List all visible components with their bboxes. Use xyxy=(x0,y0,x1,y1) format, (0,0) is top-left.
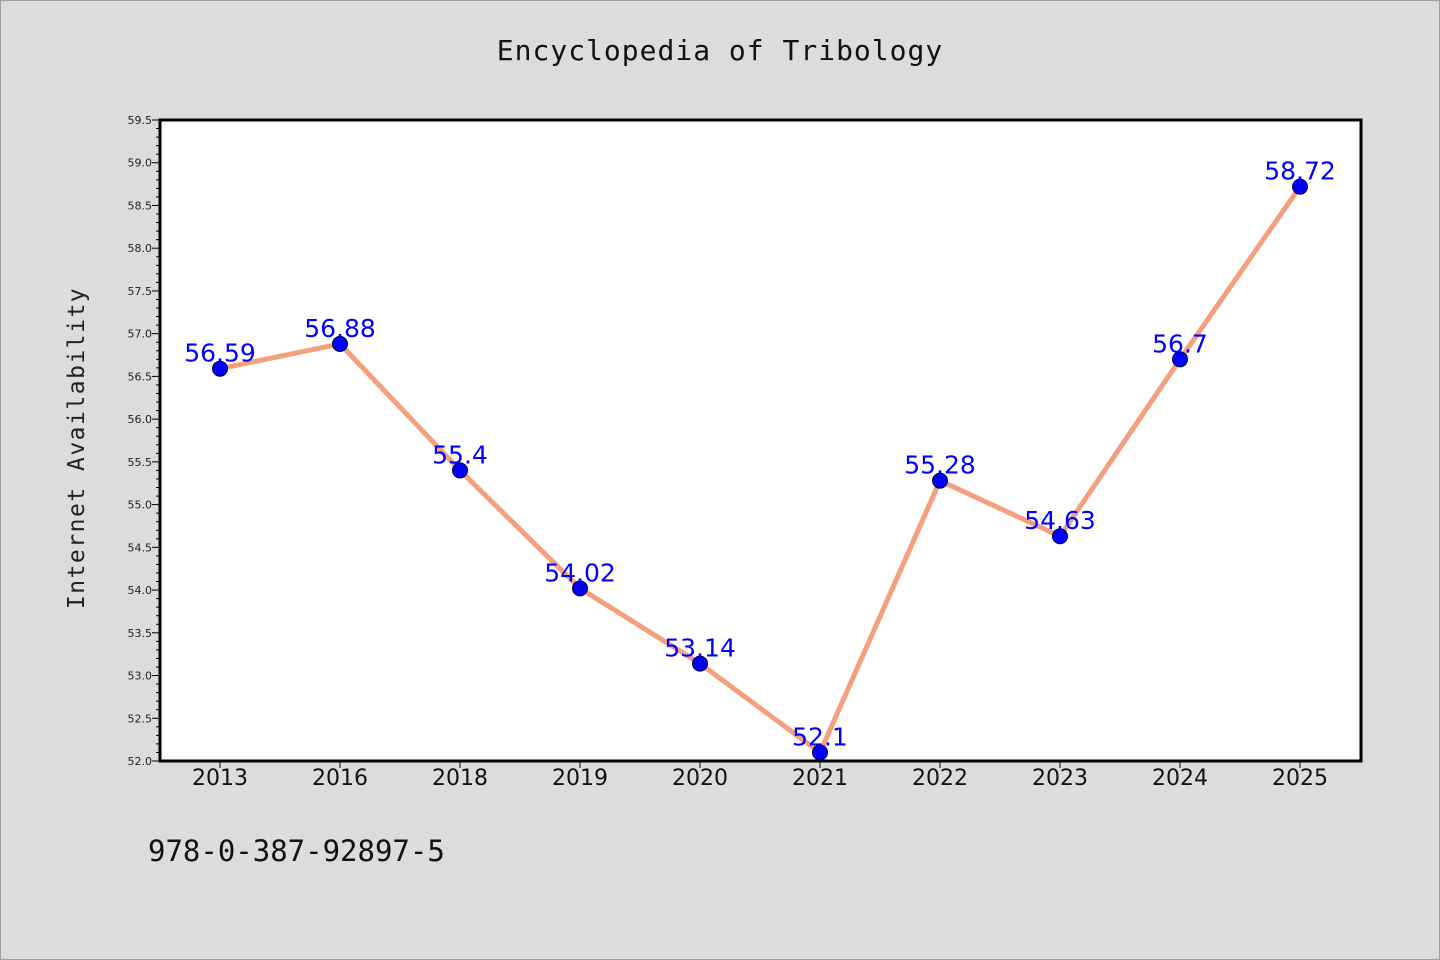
data-point xyxy=(1172,351,1188,368)
y-tick-label: 59.5 xyxy=(128,114,153,127)
data-label: 52.1 xyxy=(792,722,848,751)
y-tick-label: 54.5 xyxy=(128,541,153,554)
x-tick-label: 2013 xyxy=(192,766,248,791)
x-tick-label: 2020 xyxy=(672,766,728,791)
data-label: 58.72 xyxy=(1264,157,1336,186)
data-point xyxy=(692,655,708,672)
y-tick-label: 58.5 xyxy=(128,199,153,212)
y-tick-label: 53.5 xyxy=(128,627,153,640)
data-point xyxy=(932,472,948,489)
x-tick-label: 2023 xyxy=(1032,766,1088,791)
y-tick-label: 54.0 xyxy=(128,584,153,597)
x-tick-label: 2016 xyxy=(312,766,368,791)
y-tick-label: 55.0 xyxy=(128,499,153,512)
x-tick-label: 2022 xyxy=(912,766,968,791)
y-tick-label: 57.5 xyxy=(128,285,153,298)
x-tick-label: 2019 xyxy=(552,766,608,791)
plot-area xyxy=(158,118,1363,763)
y-tick-label: 52.5 xyxy=(128,712,153,725)
chart-title: Encyclopedia of Tribology xyxy=(496,34,944,67)
data-point xyxy=(452,462,468,479)
y-axis-title: Internet Availability xyxy=(64,287,90,609)
footer-code: 978-0-387-92897-5 xyxy=(148,834,445,868)
data-label: 54.63 xyxy=(1024,506,1096,535)
data-label: 55.4 xyxy=(432,440,488,469)
data-point xyxy=(332,335,348,352)
y-tick-label: 56.0 xyxy=(128,413,153,426)
series-line xyxy=(217,184,1303,755)
data-point xyxy=(1052,528,1068,545)
data-point xyxy=(1292,178,1308,195)
data-point xyxy=(572,580,588,597)
x-tick-label: 2021 xyxy=(792,766,848,791)
y-tick-label: 59.0 xyxy=(128,157,153,170)
x-tick-label: 2018 xyxy=(432,766,488,791)
x-axis: 2013 2016 2018 2019 2020 2021 2022 2023 2024 2025 xyxy=(192,761,1328,791)
x-tick-label: 2024 xyxy=(1152,766,1208,791)
y-tick-label: 55.5 xyxy=(128,456,153,469)
data-point xyxy=(812,744,828,761)
data-label: 54.02 xyxy=(544,558,616,587)
y-tick-label: 58.0 xyxy=(128,242,153,255)
y-tick-label: 56.5 xyxy=(128,370,153,383)
y-axis: 52.0 52.5 53.0 53.5 54.0 54.5 55.0 55.5 56.0 56.5… xyxy=(128,114,160,768)
y-tick-label: 57.0 xyxy=(128,328,153,341)
data-label: 56.88 xyxy=(304,314,376,343)
data-label: 53.14 xyxy=(664,634,736,663)
data-label: 56.7 xyxy=(1152,329,1208,358)
series-layer: 56.59 56.88 55.4 54.02 53.14 52.1 55.28 54.63 56… xyxy=(184,157,1336,761)
y-tick-label: 52.0 xyxy=(128,755,153,768)
x-tick-label: 2025 xyxy=(1272,766,1328,791)
data-point xyxy=(212,360,228,377)
y-tick-label: 53.0 xyxy=(128,670,153,683)
data-label: 56.59 xyxy=(184,339,256,368)
data-label: 55.28 xyxy=(904,451,976,480)
